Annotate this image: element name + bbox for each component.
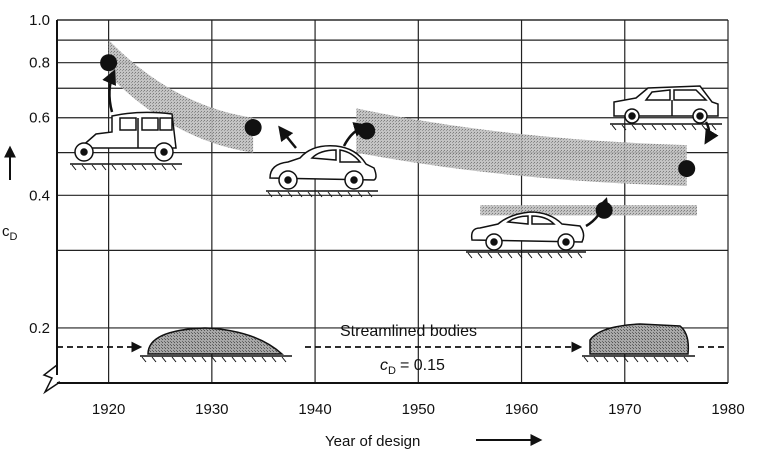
data-point-1920: [100, 54, 118, 72]
car-1935-icon: [266, 145, 378, 198]
streamlined-body-1-icon: [140, 327, 292, 363]
x-tick-labels: 1920 1930 1940 1950 1960 1970 1980: [92, 401, 745, 418]
y-tick-labels: 0.2 0.4 0.6 0.8 1.0: [29, 12, 50, 337]
streamlined-reference: Streamlined bodies cD = 0.15: [57, 323, 728, 377]
data-point-1976: [678, 160, 696, 178]
x-tick-label-4: 1960: [505, 401, 538, 418]
x-tick-label-1: 1930: [195, 401, 228, 418]
x-tick-label-3: 1950: [402, 401, 435, 418]
drag-bands: [108, 40, 698, 216]
x-axis-label: Year of design: [325, 433, 420, 450]
data-points: [100, 54, 696, 219]
drag-band-1: [356, 108, 687, 186]
x-tick-label-2: 1940: [298, 401, 331, 418]
pointer-arrow-1976: [704, 121, 719, 145]
drag-band-2: [480, 205, 698, 216]
data-point-1968: [595, 201, 613, 219]
streamlined-label: Streamlined bodies: [340, 323, 477, 340]
car-1920-icon: [70, 111, 182, 171]
pointer-arrow-1920: [102, 69, 116, 113]
y-tick-label-2: 0.6: [29, 110, 50, 127]
y-tick-label-1: 0.4: [29, 187, 50, 204]
y-tick-label-4: 1.0: [29, 12, 50, 29]
streamlined-value: cD = 0.15: [380, 357, 445, 377]
y-tick-label-3: 0.8: [29, 55, 50, 72]
data-point-1934: [244, 119, 262, 137]
car-1968-icon: [466, 211, 586, 259]
axis-break-icon: [42, 364, 61, 395]
drag-band-0: [108, 40, 254, 153]
x-tick-label-0: 1920: [92, 401, 125, 418]
data-point-1945: [358, 122, 376, 140]
x-tick-label-6: 1980: [711, 401, 744, 418]
x-tick-label-5: 1970: [608, 401, 641, 418]
y-axis-label: cD: [2, 223, 18, 243]
car-1976-icon: [610, 85, 722, 131]
y-tick-label-0: 0.2: [29, 320, 50, 337]
pointer-arrow-1934: [278, 125, 297, 149]
streamlined-body-2-icon: [582, 323, 695, 363]
